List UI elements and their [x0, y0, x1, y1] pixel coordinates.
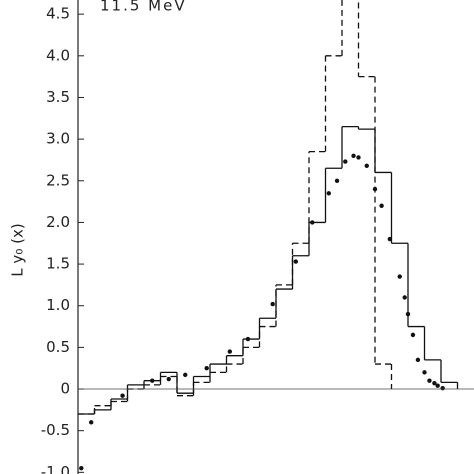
data-point [364, 163, 369, 168]
y-tick-label: 3.5 [46, 88, 70, 106]
data-point [351, 153, 356, 158]
y-tick-label: 4.0 [46, 46, 70, 64]
data-point [427, 378, 432, 383]
y-tick-label: 3.0 [46, 130, 70, 148]
data-point [397, 274, 402, 279]
data-point [334, 178, 340, 183]
data-point [379, 203, 384, 208]
y-tick-label: -1.0 [41, 463, 70, 474]
y-tick-label: 4.5 [46, 5, 70, 23]
data-point [245, 336, 251, 342]
y-tick-label: 2.5 [46, 171, 70, 189]
data-point [432, 380, 437, 386]
y-tick-label: 1.0 [46, 296, 70, 314]
data-point [227, 349, 232, 354]
data-point [440, 385, 445, 391]
data-point [372, 186, 378, 192]
data-point [204, 366, 209, 371]
data-point [410, 332, 416, 338]
y-axis-label: L y₀ (x) [9, 223, 27, 276]
data-point [270, 301, 275, 307]
data-point [310, 220, 315, 225]
data-point [293, 259, 298, 264]
data-point [387, 236, 393, 242]
data-point [343, 159, 348, 164]
data-point [405, 311, 411, 317]
data-point [326, 191, 331, 196]
data-point [183, 372, 188, 378]
data-point [120, 393, 125, 398]
y-tick-label: -0.5 [41, 421, 70, 439]
data-point [356, 155, 361, 160]
data-point [89, 420, 94, 425]
data-point [422, 370, 427, 375]
data-point [166, 376, 171, 382]
y-tick-label: 1.5 [46, 255, 70, 273]
y-tick-label: 0 [60, 380, 70, 398]
y-tick-label: 0.5 [46, 338, 70, 356]
chart-title: 11.5 MeV [100, 0, 187, 15]
y-tick-label: 2.0 [46, 213, 70, 231]
data-point [435, 383, 440, 388]
data-point [415, 357, 421, 363]
data-point [150, 378, 155, 383]
data-point [402, 295, 407, 300]
data-point [79, 465, 84, 471]
plot-area [78, 0, 459, 471]
